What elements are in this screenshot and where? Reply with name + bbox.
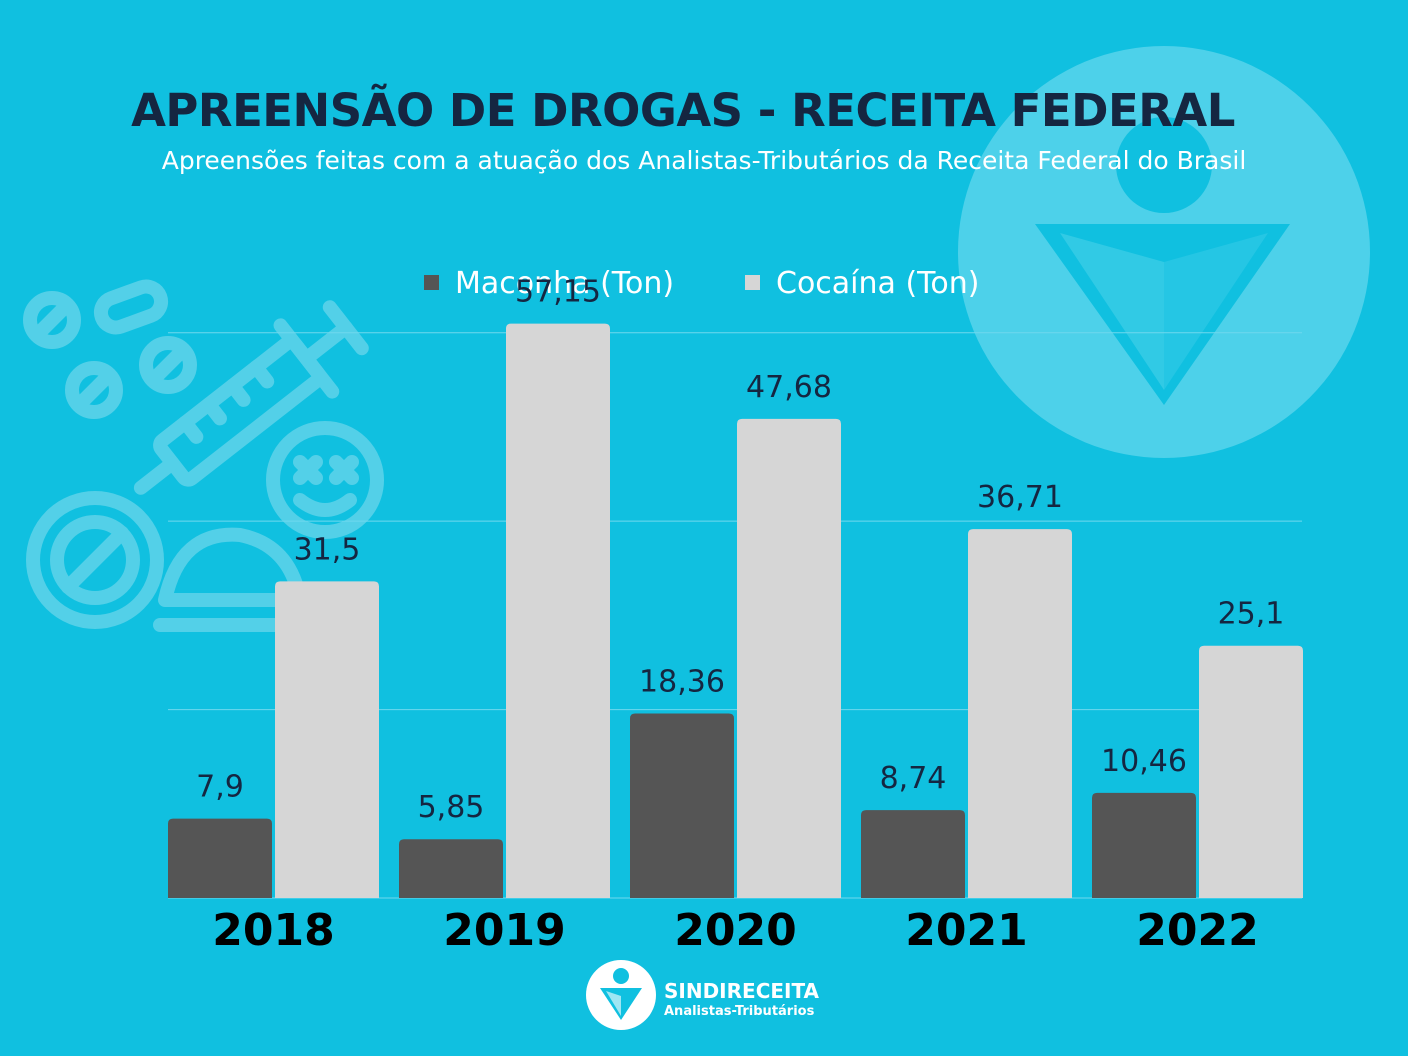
- bar-cocaina-2018: [275, 581, 379, 898]
- bars: [168, 323, 1303, 899]
- bar-maconha-2020: [630, 713, 734, 898]
- bar-cocaina-2020: [737, 418, 841, 898]
- legend-swatch: [424, 275, 439, 290]
- legend-label: Maconha (Ton): [455, 266, 674, 301]
- data-label: 8,74: [880, 761, 947, 796]
- x-tick-label: 2020: [674, 905, 796, 956]
- data-label: 57,15: [515, 275, 601, 310]
- legend-label: Cocaína (Ton): [776, 266, 979, 301]
- x-tick-label: 2021: [905, 905, 1027, 956]
- chart-title: APREENSÃO DE DROGAS - RECEITA FEDERAL: [131, 84, 1235, 137]
- data-label: 36,71: [977, 480, 1063, 515]
- footer-tagline: Analistas-Tributários: [664, 1004, 815, 1019]
- data-label: 47,68: [746, 370, 832, 405]
- bar-maconha-2019: [399, 839, 503, 898]
- bar-maconha-2018: [168, 818, 272, 898]
- data-label: 31,5: [294, 532, 361, 567]
- data-label: 7,9: [196, 770, 244, 805]
- bar-cocaina-2022: [1199, 645, 1303, 898]
- chart-subtitle: Apreensões feitas com a atuação dos Anal…: [161, 146, 1247, 175]
- footer-brand-name: SINDIRECEITA: [664, 979, 820, 1003]
- x-tick-label: 2019: [443, 905, 565, 956]
- data-labels: 7,9 31,5 5,85 57,15 18,36 47,68 8,74 36,71 10,46…: [196, 275, 1284, 826]
- drugs-illustration-icon: [23, 279, 384, 632]
- data-label: 25,1: [1218, 597, 1285, 632]
- data-label: 10,46: [1101, 744, 1187, 779]
- x-tick-label: 2018: [212, 905, 334, 956]
- bar-maconha-2022: [1092, 792, 1196, 898]
- legend: Maconha (Ton) Cocaína (Ton): [424, 266, 979, 301]
- bar-cocaina-2021: [968, 529, 1072, 898]
- data-label: 18,36: [639, 664, 725, 699]
- legend-swatch: [745, 275, 760, 290]
- data-label: 5,85: [418, 790, 485, 825]
- sindireceita-logo-icon: [586, 960, 656, 1030]
- bar-maconha-2021: [861, 810, 965, 898]
- sindireceita-watermark-icon: [958, 46, 1370, 458]
- x-tick-label: 2022: [1136, 905, 1258, 956]
- bar-cocaina-2019: [506, 323, 610, 899]
- x-axis: 2018 2019 2020 2021 2022: [212, 905, 1258, 956]
